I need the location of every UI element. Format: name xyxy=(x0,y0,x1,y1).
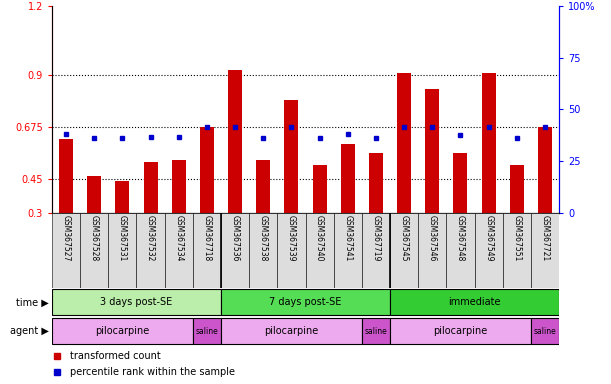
Text: agent ▶: agent ▶ xyxy=(10,326,49,336)
Text: GSM367532: GSM367532 xyxy=(146,215,155,262)
Text: GSM367527: GSM367527 xyxy=(62,215,70,262)
Text: GSM367528: GSM367528 xyxy=(90,215,99,262)
Bar xyxy=(193,213,221,288)
Bar xyxy=(362,213,390,288)
Text: pilocarpine: pilocarpine xyxy=(433,326,488,336)
Bar xyxy=(284,100,298,213)
Bar xyxy=(164,213,193,288)
Text: GSM367540: GSM367540 xyxy=(315,215,324,262)
Text: time ▶: time ▶ xyxy=(16,297,49,308)
Bar xyxy=(136,213,164,288)
Text: GSM367551: GSM367551 xyxy=(512,215,521,262)
Text: GSM367721: GSM367721 xyxy=(541,215,549,262)
Bar xyxy=(249,213,277,288)
Bar xyxy=(59,139,73,213)
Bar xyxy=(481,73,496,213)
Bar xyxy=(369,153,383,213)
Bar xyxy=(221,318,362,344)
Bar xyxy=(228,70,242,213)
Bar xyxy=(221,290,390,315)
Bar xyxy=(418,213,447,288)
Text: GSM367538: GSM367538 xyxy=(258,215,268,262)
Text: transformed count: transformed count xyxy=(70,351,161,361)
Bar xyxy=(172,160,186,213)
Bar xyxy=(200,127,214,213)
Bar xyxy=(362,318,390,344)
Bar xyxy=(538,127,552,213)
Bar xyxy=(52,290,221,315)
Text: GSM367534: GSM367534 xyxy=(174,215,183,262)
Bar xyxy=(87,176,101,213)
Bar xyxy=(52,213,80,288)
Bar xyxy=(447,213,475,288)
Text: GSM367548: GSM367548 xyxy=(456,215,465,262)
Text: pilocarpine: pilocarpine xyxy=(265,326,318,336)
Bar xyxy=(531,213,559,288)
Bar xyxy=(390,213,418,288)
Bar xyxy=(390,290,559,315)
Bar xyxy=(221,213,249,288)
Text: saline: saline xyxy=(533,327,557,336)
Text: GSM367541: GSM367541 xyxy=(343,215,353,262)
Bar xyxy=(397,73,411,213)
Bar xyxy=(108,213,136,288)
Bar xyxy=(277,213,306,288)
Bar xyxy=(313,165,327,213)
Bar xyxy=(52,318,193,344)
Bar xyxy=(115,181,130,213)
Bar xyxy=(144,162,158,213)
Bar xyxy=(475,213,503,288)
Text: saline: saline xyxy=(196,327,218,336)
Bar xyxy=(306,213,334,288)
Text: GSM367718: GSM367718 xyxy=(202,215,211,262)
Text: 7 days post-SE: 7 days post-SE xyxy=(269,297,342,308)
Bar xyxy=(256,160,270,213)
Text: GSM367549: GSM367549 xyxy=(484,215,493,262)
Bar xyxy=(503,213,531,288)
Bar xyxy=(453,153,467,213)
Text: GSM367545: GSM367545 xyxy=(400,215,409,262)
Bar xyxy=(531,318,559,344)
Text: pilocarpine: pilocarpine xyxy=(95,326,150,336)
Bar xyxy=(334,213,362,288)
Text: GSM367536: GSM367536 xyxy=(230,215,240,262)
Text: GSM367546: GSM367546 xyxy=(428,215,437,262)
Bar xyxy=(193,318,221,344)
Bar xyxy=(390,318,531,344)
Bar xyxy=(425,89,439,213)
Text: GSM367539: GSM367539 xyxy=(287,215,296,262)
Text: immediate: immediate xyxy=(448,297,501,308)
Text: saline: saline xyxy=(365,327,387,336)
Text: GSM367719: GSM367719 xyxy=(371,215,381,262)
Bar xyxy=(341,144,355,213)
Bar xyxy=(510,165,524,213)
Text: 3 days post-SE: 3 days post-SE xyxy=(100,297,172,308)
Text: GSM367531: GSM367531 xyxy=(118,215,127,262)
Bar xyxy=(80,213,108,288)
Text: percentile rank within the sample: percentile rank within the sample xyxy=(70,366,235,377)
